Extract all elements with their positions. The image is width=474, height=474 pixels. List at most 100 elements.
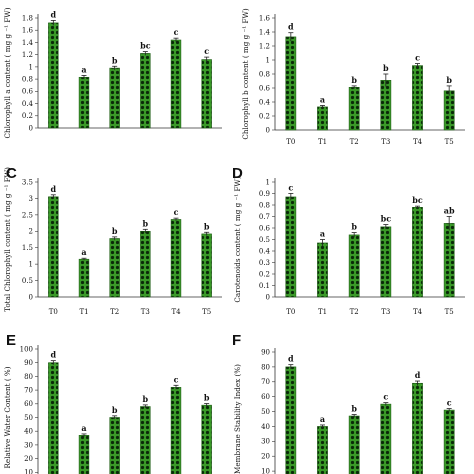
significance-label: b xyxy=(112,226,118,236)
y-tick-label: 0.9 xyxy=(259,190,270,198)
y-tick-label: 90 xyxy=(261,348,270,356)
panels: 0 0.2 0.4 0.6 0.8 1 1.2 1.4 1.6 1.8 Chlorophyll a … xyxy=(3,7,465,474)
x-tick-label: T0 xyxy=(286,308,295,316)
x-tick-label: T2 xyxy=(110,308,119,316)
significance-label: b xyxy=(204,221,210,231)
y-tick-label: 0.8 xyxy=(259,201,270,209)
y-axis-title: Chlorophyll b content ( mg g ⁻¹ FW) xyxy=(241,8,250,140)
y-tick-label: 30 xyxy=(261,438,270,446)
significance-label: d xyxy=(288,22,294,32)
significance-label: c xyxy=(174,207,179,217)
y-axis-title: Carotenoids content ( mg g ⁻¹ FW) xyxy=(233,176,242,302)
y-tick-label: 0.8 xyxy=(259,70,270,78)
y-tick-label: 1 xyxy=(29,261,33,269)
y-tick-label: 100 xyxy=(20,345,33,353)
x-tick-label: T3 xyxy=(141,308,150,316)
significance-label: d xyxy=(51,9,57,19)
significance-label: d xyxy=(415,370,421,380)
y-tick-label: 0.4 xyxy=(259,247,271,255)
y-tick-label: 1.2 xyxy=(22,51,33,59)
significance-label: bc xyxy=(140,41,151,51)
bar-T3 xyxy=(140,230,151,298)
y-tick-label: 1.8 xyxy=(22,14,33,22)
bar-T4 xyxy=(170,219,182,298)
bar-T5 xyxy=(201,59,212,129)
y-tick-label: 0.3 xyxy=(259,259,270,267)
significance-label: bc xyxy=(412,195,423,205)
significance-label: b xyxy=(383,63,389,73)
x-tick-label: T5 xyxy=(202,308,211,316)
chart-panel-5: E0102030405060708090100Relative Water Co… xyxy=(3,332,212,474)
significance-label: a xyxy=(81,64,86,74)
y-tick-label: 10 xyxy=(261,468,270,474)
bar-T4 xyxy=(170,387,182,474)
chart-panel-2: 0 0.2 0.4 0.6 0.8 1 1.2 1.4 1.6 Chlorophyll b con… xyxy=(241,8,465,146)
x-tick-label: T0 xyxy=(49,308,58,316)
significance-label: a xyxy=(81,247,86,257)
bar-T0 xyxy=(48,196,59,298)
bar-T3 xyxy=(380,80,392,131)
y-tick-label: 50 xyxy=(24,414,33,422)
y-axis-title: Relative Water Content ( %) xyxy=(3,366,12,468)
bar-T1 xyxy=(78,76,90,129)
y-tick-label: 0 xyxy=(29,124,33,132)
significance-label: c xyxy=(174,374,179,384)
bar-T4 xyxy=(412,382,423,474)
y-tick-label: 0.2 xyxy=(259,112,270,120)
y-tick-label: 1 xyxy=(29,63,33,71)
y-tick-label: 50 xyxy=(261,408,270,416)
y-tick-label: 0.4 xyxy=(259,98,271,106)
bar-T2 xyxy=(348,234,360,298)
bar-T1 xyxy=(317,242,328,298)
bar-T4 xyxy=(412,207,423,298)
significance-label: c xyxy=(383,392,388,402)
x-tick-label: T0 xyxy=(286,138,295,146)
bar-T1 xyxy=(317,426,328,474)
y-tick-label: 0.5 xyxy=(259,236,270,244)
x-tick-label: T2 xyxy=(350,138,359,146)
y-tick-label: 40 xyxy=(24,428,33,436)
significance-label: b xyxy=(112,55,118,65)
y-tick-label: 60 xyxy=(261,393,270,401)
significance-label: a xyxy=(81,423,86,433)
significance-label: c xyxy=(447,398,452,408)
panel-letter: E xyxy=(6,332,16,349)
y-tick-label: 0.8 xyxy=(22,76,33,84)
y-tick-label: 90 xyxy=(24,359,33,367)
y-tick-label: 1.6 xyxy=(259,14,271,22)
y-tick-label: 0.7 xyxy=(259,213,270,221)
bar-T1 xyxy=(78,435,90,474)
y-tick-label: 40 xyxy=(261,423,270,431)
significance-label: b xyxy=(204,393,210,403)
chart-panel-4: D 0 0.1 0.2 0.3 0.4 0.5 0.6 0.7 0.8 0.9 1 Carotenoid… xyxy=(232,165,465,316)
y-tick-label: 3 xyxy=(29,195,33,203)
bar-T3 xyxy=(380,403,392,474)
y-tick-label: 0.5 xyxy=(22,277,33,285)
y-tick-label: 1 xyxy=(266,178,270,186)
y-tick-label: 80 xyxy=(261,363,270,371)
y-tick-label: 60 xyxy=(24,400,33,408)
y-tick-label: 70 xyxy=(24,387,33,395)
bar-T0 xyxy=(48,362,59,474)
y-tick-label: 1.2 xyxy=(259,42,270,50)
significance-label: d xyxy=(51,184,57,194)
significance-label: a xyxy=(320,95,325,105)
significance-label: b xyxy=(446,75,452,85)
y-tick-label: 2.5 xyxy=(22,211,33,219)
x-tick-label: T4 xyxy=(413,138,423,146)
significance-label: b xyxy=(351,222,357,232)
y-tick-label: 30 xyxy=(24,441,33,449)
significance-label: ab xyxy=(444,206,455,216)
bar-T0 xyxy=(285,196,297,298)
significance-label: b xyxy=(112,405,118,415)
y-tick-label: 1.6 xyxy=(22,27,34,35)
y-tick-label: 20 xyxy=(24,455,33,463)
y-tick-label: 1 xyxy=(266,56,270,64)
chart-panel-1: 0 0.2 0.4 0.6 0.8 1 1.2 1.4 1.6 1.8 Chlorophyll a … xyxy=(3,7,222,139)
significance-label: c xyxy=(415,53,420,63)
bar-T1 xyxy=(317,106,328,131)
y-tick-label: 3.5 xyxy=(22,178,33,186)
significance-label: c xyxy=(204,46,209,56)
y-tick-label: 0 xyxy=(266,293,270,301)
y-tick-label: 20 xyxy=(261,453,270,461)
